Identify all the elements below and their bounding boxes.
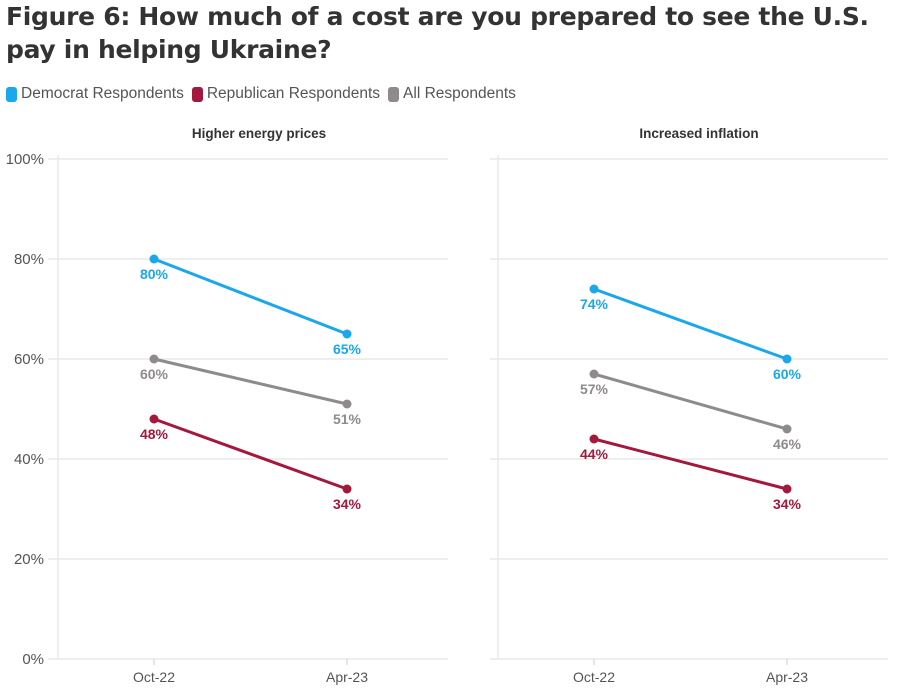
data-point <box>589 369 599 379</box>
data-label: 46% <box>773 436 802 452</box>
data-point <box>342 399 352 409</box>
data-label: 44% <box>580 446 609 462</box>
y-tick-label: 100% <box>6 151 44 168</box>
series-line <box>153 357 348 406</box>
data-point <box>342 484 352 494</box>
series-line <box>593 437 788 491</box>
y-tick-label: 40% <box>14 451 44 468</box>
series-line <box>593 372 788 431</box>
data-label: 57% <box>580 381 609 397</box>
data-point <box>782 424 792 434</box>
data-point <box>782 354 792 364</box>
data-point <box>589 434 599 444</box>
panel-title: Higher energy prices <box>192 126 326 141</box>
legend-item-republican[interactable]: Republican Respondents <box>191 85 381 103</box>
data-label: 80% <box>140 266 169 282</box>
series-line <box>593 287 788 361</box>
x-tick-label: Oct-22 <box>133 669 175 685</box>
data-point <box>149 254 159 264</box>
data-point <box>589 284 599 294</box>
x-tick-label: Apr-23 <box>326 669 368 685</box>
data-label: 65% <box>333 341 362 357</box>
data-point <box>149 354 159 364</box>
data-label: 60% <box>773 366 802 382</box>
data-point <box>342 329 352 339</box>
legend-swatch <box>191 86 203 102</box>
series-line <box>153 417 348 491</box>
data-point <box>782 484 792 494</box>
legend-item-democrat[interactable]: Democrat Respondents <box>6 85 184 103</box>
legend-swatch <box>6 86 17 102</box>
y-tick-label: 0% <box>22 651 44 668</box>
legend-label: All Respondents <box>403 85 516 102</box>
x-tick-label: Oct-22 <box>573 669 615 685</box>
legend-item-all[interactable]: All Respondents <box>388 85 516 103</box>
data-label: 34% <box>333 496 362 512</box>
legend-swatch <box>388 86 400 102</box>
data-label: 74% <box>580 296 609 312</box>
y-tick-label: 60% <box>14 351 44 368</box>
data-label: 34% <box>773 496 802 512</box>
chart-title: Figure 6: How much of a cost are you pre… <box>6 2 869 64</box>
panel-title: Increased inflation <box>639 126 758 141</box>
data-label: 51% <box>333 411 362 427</box>
series-line <box>153 257 348 336</box>
legend-label: Democrat Respondents <box>21 85 184 102</box>
data-label: 60% <box>140 366 169 382</box>
data-point <box>149 414 159 424</box>
y-tick-label: 20% <box>14 551 44 568</box>
legend-label: Republican Respondents <box>206 85 381 102</box>
data-label: 48% <box>140 426 169 442</box>
y-tick-label: 80% <box>14 251 44 268</box>
x-tick-label: Apr-23 <box>766 669 808 685</box>
legend: Democrat Respondents Republican Responde… <box>6 85 516 103</box>
